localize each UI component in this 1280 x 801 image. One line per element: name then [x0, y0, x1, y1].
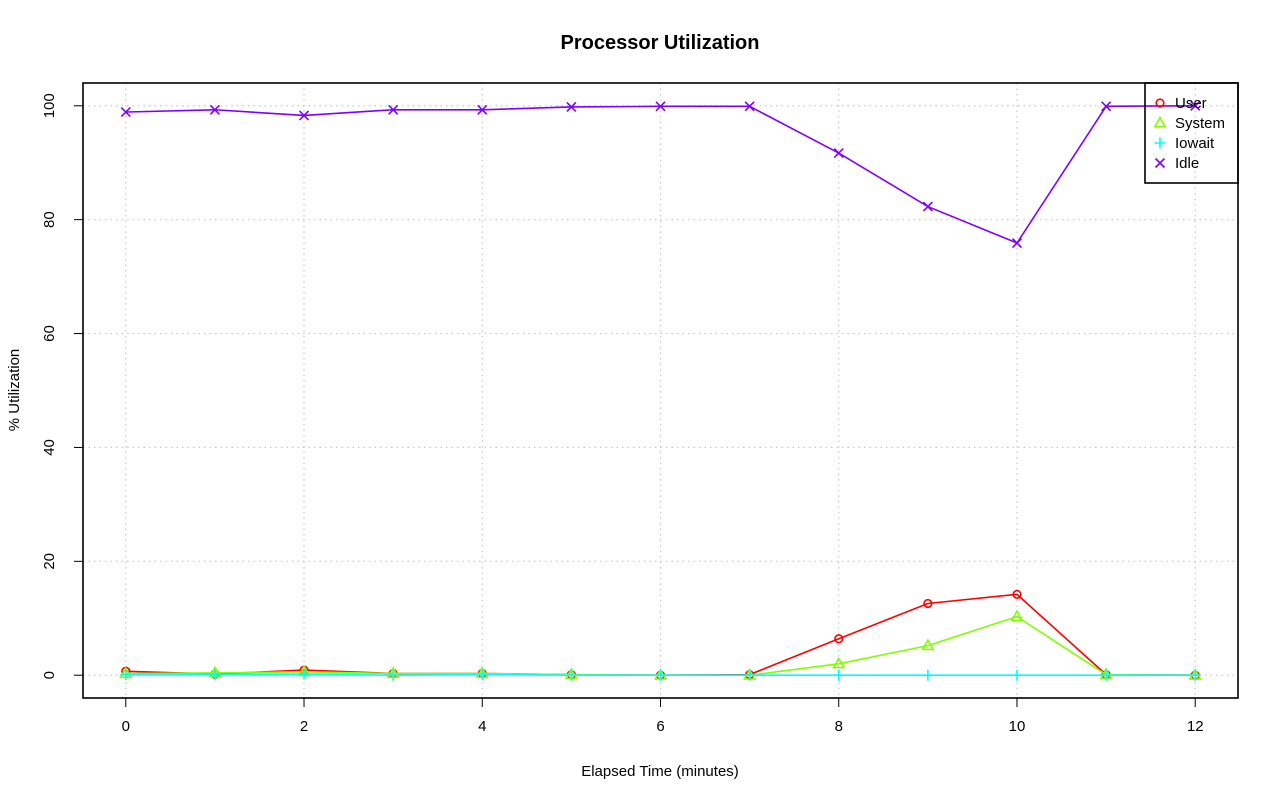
x-axis-label: Elapsed Time (minutes)	[581, 763, 739, 780]
legend-label-iowait: Iowait	[1175, 135, 1215, 152]
data-point-iowait	[209, 669, 221, 681]
x-tick-label: 10	[1009, 718, 1026, 735]
data-point-idle	[566, 101, 577, 112]
data-point-idle	[388, 104, 399, 115]
x-tick-label: 0	[122, 718, 130, 735]
series-idle	[120, 100, 1201, 249]
data-point-iowait	[120, 669, 132, 681]
data-point-idle	[120, 106, 131, 118]
data-point-iowait	[1189, 669, 1201, 681]
data-point-user	[834, 634, 844, 644]
y-tick-label: 100	[41, 93, 58, 118]
series-group	[119, 100, 1202, 681]
data-point-idle	[833, 147, 844, 159]
x-tick-label: 6	[656, 718, 664, 735]
data-point-iowait	[1100, 669, 1112, 681]
plot-frame	[82, 82, 1239, 699]
x-tick-label: 12	[1187, 718, 1204, 735]
chart-title: Processor Utilization	[561, 32, 760, 54]
legend-label-user: User	[1175, 95, 1207, 112]
data-point-iowait	[744, 669, 756, 681]
y-tick-label: 40	[41, 439, 58, 456]
y-tick-label: 20	[41, 553, 58, 570]
data-point-idle	[209, 104, 220, 115]
data-point-idle	[922, 201, 933, 212]
axes: 0 2 4 6 8 10 12 0 20 40 60 80 100	[41, 82, 1239, 735]
y-axis-label: % Utilization	[6, 349, 23, 432]
legend-marker-system	[1153, 115, 1167, 128]
data-point-iowait	[298, 668, 310, 680]
legend-marker-user	[1155, 98, 1165, 108]
data-point-iowait	[565, 669, 577, 681]
legend-label-idle: Idle	[1175, 155, 1199, 172]
x-tick-label: 8	[835, 718, 843, 735]
data-point-iowait	[1011, 669, 1023, 681]
data-point-iowait	[922, 669, 934, 681]
data-point-idle	[1101, 101, 1112, 112]
series-line-idle	[125, 104, 1196, 245]
y-tick-label: 80	[41, 211, 58, 228]
series-user	[121, 589, 1200, 680]
data-point-iowait	[655, 669, 666, 681]
legend-box	[1144, 82, 1239, 184]
legend-marker-iowait	[1154, 137, 1166, 149]
y-tick-label: 60	[41, 325, 58, 342]
data-point-idle	[298, 110, 310, 121]
x-tick-label: 2	[300, 718, 308, 735]
data-point-idle	[655, 101, 666, 112]
y-tick-label: 0	[41, 671, 58, 679]
data-point-system	[832, 656, 846, 669]
data-point-idle	[1190, 100, 1201, 111]
legend-marker-idle	[1154, 157, 1166, 169]
series-iowait	[120, 668, 1201, 681]
data-point-idle	[477, 104, 488, 115]
data-point-idle	[744, 101, 755, 112]
data-point-idle	[1011, 237, 1023, 249]
grid	[83, 83, 1238, 698]
data-point-iowait	[476, 669, 488, 681]
data-point-user	[923, 598, 933, 609]
legend: User System Iowait Idle	[1144, 82, 1239, 184]
data-point-system	[921, 638, 935, 651]
x-tick-label: 4	[478, 718, 486, 735]
legend-label-system: System	[1175, 115, 1225, 132]
data-point-system	[1010, 609, 1024, 622]
data-point-user	[1012, 589, 1022, 599]
data-point-iowait	[833, 669, 845, 681]
data-point-iowait	[387, 669, 399, 681]
